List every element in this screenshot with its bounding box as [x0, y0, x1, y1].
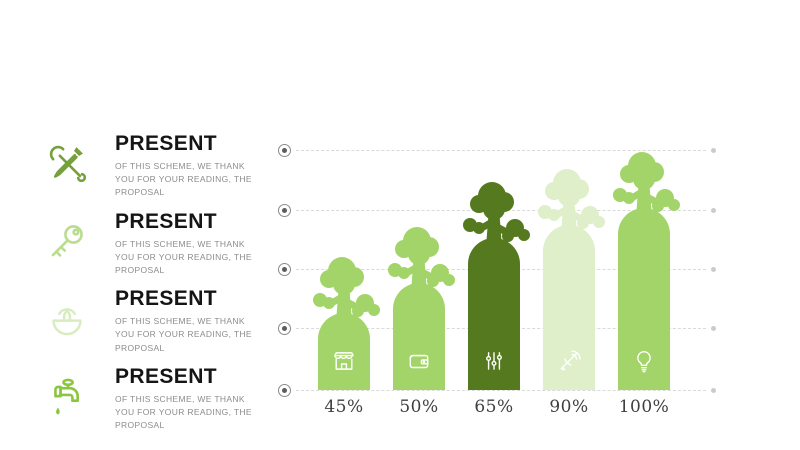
- feature-body: OF THIS SCHEME, WE THANK YOU FOR YOUR RE…: [115, 393, 252, 431]
- bar-shape: [393, 283, 445, 390]
- bar-shape: [618, 208, 670, 390]
- grid-end-dot-icon: [711, 148, 716, 153]
- bar-column: 50%: [388, 140, 455, 417]
- wallet-icon: [406, 348, 432, 374]
- feature-title: PRESENT: [115, 364, 217, 388]
- feature-body: OF THIS SCHEME, WE THANK YOU FOR YOUR RE…: [115, 161, 252, 198]
- bar-shape: [543, 225, 595, 390]
- bars-row: 45% 50% 65% 90%: [313, 140, 680, 417]
- feature-body: OF THIS SCHEME, WE THANK YOU FOR YOUR RE…: [115, 316, 252, 353]
- tree-bar-chart: 45% 50% 65% 90%: [278, 140, 725, 445]
- feature-body: OF THIS SCHEME, WE THANK YOU FOR YOUR RE…: [115, 238, 252, 275]
- key-icon: [46, 218, 88, 264]
- feature-text: PRESENT OF THIS SCHEME, WE THANK YOU FOR …: [115, 288, 260, 355]
- lightbulb-icon: [631, 348, 657, 374]
- percentage-label: 45%: [324, 397, 364, 417]
- feature-text: PRESENT OF THIS SCHEME, WE THANK YOU FOR …: [115, 364, 260, 433]
- grid-end-dot-icon: [711, 208, 716, 213]
- feature-title: PRESENT: [115, 132, 217, 155]
- gridline: [278, 144, 725, 157]
- feature-item: PRESENT OF THIS SCHEME, WE THANK YOU FOR …: [46, 288, 266, 355]
- satellite-dish-icon: [556, 348, 582, 374]
- percentage-label: 100%: [618, 397, 670, 417]
- bar-column: 45%: [313, 140, 380, 417]
- percentage-label: 50%: [399, 397, 439, 417]
- feature-item: PRESENT OF THIS SCHEME, WE THANK YOU FOR …: [46, 364, 266, 433]
- grid-dash-line: [296, 150, 706, 151]
- grid-end-dot-icon: [711, 326, 716, 331]
- bar-shape: [468, 238, 520, 390]
- axis-marker-icon: [278, 322, 291, 335]
- faucet-icon: [46, 373, 88, 419]
- feature-text: PRESENT OF THIS SCHEME, WE THANK YOU FOR …: [115, 209, 260, 278]
- tools-icon: [46, 140, 88, 186]
- gridline: [278, 384, 725, 397]
- tree-silhouette-icon: [608, 150, 680, 230]
- sprout-bowl-icon: [46, 295, 88, 341]
- axis-marker-icon: [278, 263, 291, 276]
- feature-list: PRESENT OF THIS SCHEME, WE THANK YOU FOR …: [46, 132, 266, 443]
- axis-marker-icon: [278, 144, 291, 157]
- feature-item: PRESENT OF THIS SCHEME, WE THANK YOU FOR …: [46, 209, 266, 278]
- sliders-icon: [481, 348, 507, 374]
- grid-end-dot-icon: [711, 267, 716, 272]
- storefront-icon: [331, 348, 357, 374]
- grid-end-dot-icon: [711, 388, 716, 393]
- feature-item: PRESENT OF THIS SCHEME, WE THANK YOU FOR …: [46, 132, 266, 200]
- feature-title: PRESENT: [115, 209, 217, 233]
- bar-column: 90%: [538, 140, 605, 417]
- axis-marker-icon: [278, 384, 291, 397]
- bar-shape: [318, 313, 370, 390]
- axis-marker-icon: [278, 204, 291, 217]
- feature-text: PRESENT OF THIS SCHEME, WE THANK YOU FOR …: [115, 132, 260, 200]
- bar-column: 100%: [613, 140, 680, 417]
- grid-dash-line: [296, 390, 706, 391]
- percentage-label: 90%: [549, 397, 589, 417]
- bar-column: 65%: [463, 140, 530, 417]
- percentage-label: 65%: [474, 397, 514, 417]
- feature-title: PRESENT: [115, 287, 217, 311]
